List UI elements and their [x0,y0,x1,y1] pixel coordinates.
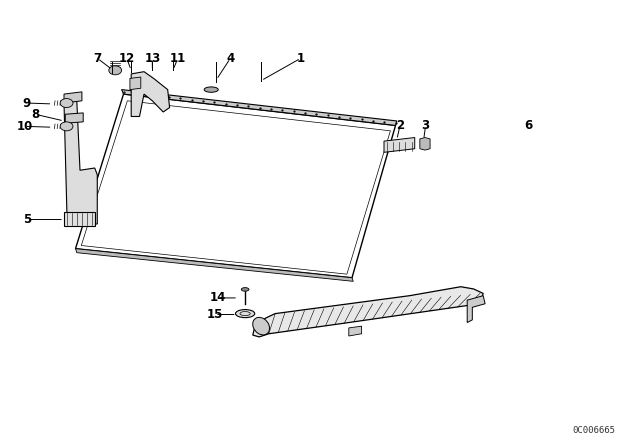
Text: 2: 2 [396,119,404,132]
Text: 12: 12 [118,52,135,65]
Text: 14: 14 [209,291,226,305]
Ellipse shape [236,310,255,318]
Polygon shape [467,296,485,323]
Polygon shape [253,287,483,337]
Polygon shape [349,326,362,336]
Text: 11: 11 [170,52,186,65]
Text: 10: 10 [16,120,33,133]
Ellipse shape [241,288,249,291]
FancyBboxPatch shape [64,212,95,226]
Text: 1: 1 [297,52,305,65]
Text: 15: 15 [207,308,223,321]
Text: 0C006665: 0C006665 [573,426,616,435]
Polygon shape [122,90,397,125]
Polygon shape [64,92,82,103]
Circle shape [60,122,73,131]
Circle shape [60,99,73,108]
Text: 4: 4 [227,52,234,65]
Text: 8: 8 [31,108,39,121]
Polygon shape [64,101,97,224]
Text: 5: 5 [23,213,31,226]
Circle shape [109,66,122,75]
Ellipse shape [253,317,269,335]
Text: 9: 9 [23,96,31,110]
Polygon shape [130,77,141,90]
Text: 13: 13 [144,52,161,65]
Polygon shape [76,94,396,278]
Text: 3: 3 [422,119,429,132]
Polygon shape [131,72,170,116]
Text: 6: 6 [524,119,532,132]
Polygon shape [76,249,353,281]
Ellipse shape [204,87,218,92]
Polygon shape [384,138,415,152]
Polygon shape [420,138,430,150]
Polygon shape [65,113,83,123]
Text: 7: 7 [93,52,101,65]
